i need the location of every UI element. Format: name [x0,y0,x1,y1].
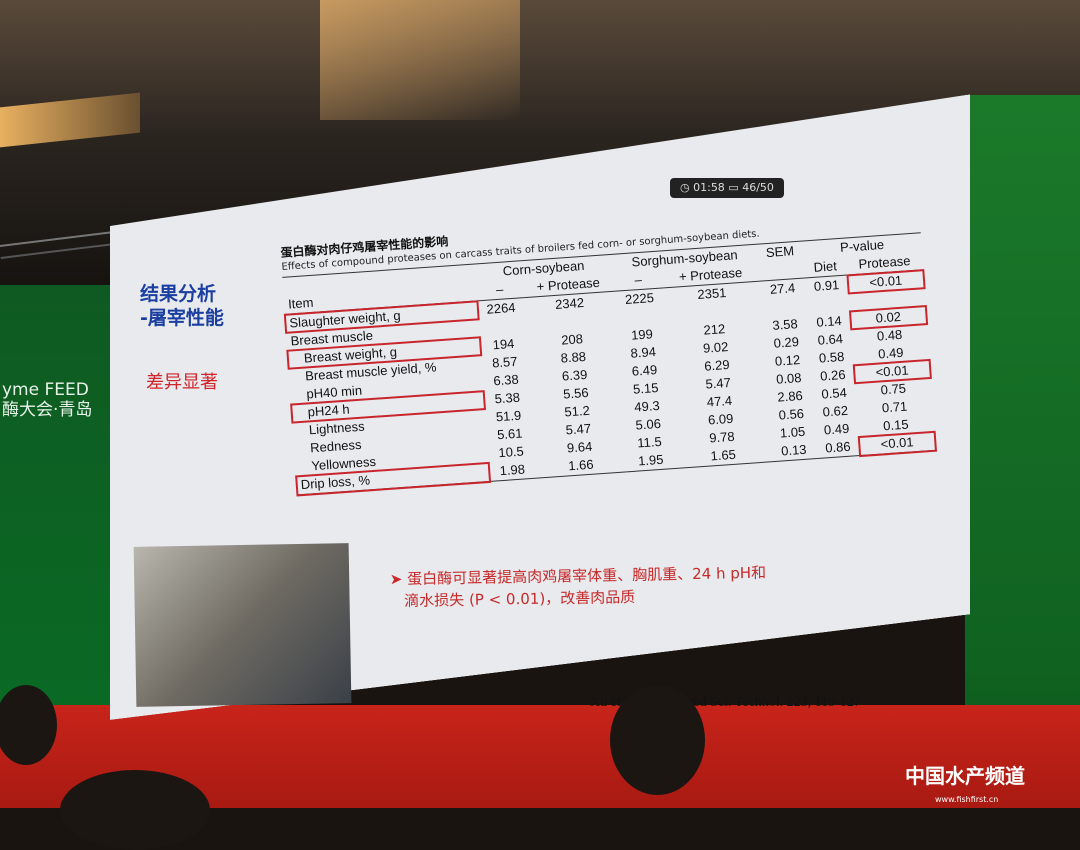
event-logo-line1: yme FEED [2,380,89,400]
table-cell: 1.95 [625,449,677,472]
event-logo-line2: 酶大会·青岛 [2,400,93,420]
slide-title-line1: 结果分析 [140,283,217,305]
slide-content: ◷ 01:58 ▭ 46/50 结果分析 -屠宰性能 差异显著 蛋白酶对肉仔鸡屠宰… [110,178,970,720]
table-cell: <0.01 [857,430,937,457]
event-logo: yme FEED 酶大会·青岛 [2,380,92,420]
timer-time: 01:58 [693,181,725,194]
right-banner [965,95,1080,755]
table-cell: 0.86 [816,437,860,459]
clock-icon: ◷ [680,181,690,194]
results-table: 蛋白酶对肉仔鸡屠宰性能的影响 Effects of compound prote… [280,200,937,497]
slide-icon: ▭ [728,181,739,194]
table-cell: 0.13 [770,440,818,462]
arrow-icon: ➤ [389,570,403,589]
slide-title: 结果分析 -屠宰性能 [140,282,224,330]
audience-head [60,770,210,850]
slide-highlight-note: 差异显著 [146,372,218,393]
audience-head [0,685,57,765]
audience-head [610,685,705,795]
presentation-timer: ◷ 01:58 ▭ 46/50 [670,178,784,198]
watermark-logo: 中国水产频道 [905,764,1025,788]
slide-title-line2: -屠宰性能 [140,307,224,329]
slide-counter: 46/50 [742,181,774,194]
ceiling-light [320,0,520,120]
watermark-url: www.fishfirst.cn [935,795,999,804]
conclusion-text: ➤ 蛋白酶可显著提高肉鸡屠宰体重、胸肌重、24 h pH和 滴水损失 (P < … [390,562,767,613]
left-banner [0,285,125,715]
lab-photo [133,543,352,707]
table-cell: 1.98 [488,459,537,482]
conclusion-line1: 蛋白酶可显著提高肉鸡屠宰体重、胸肌重、24 h pH和 [407,563,767,588]
